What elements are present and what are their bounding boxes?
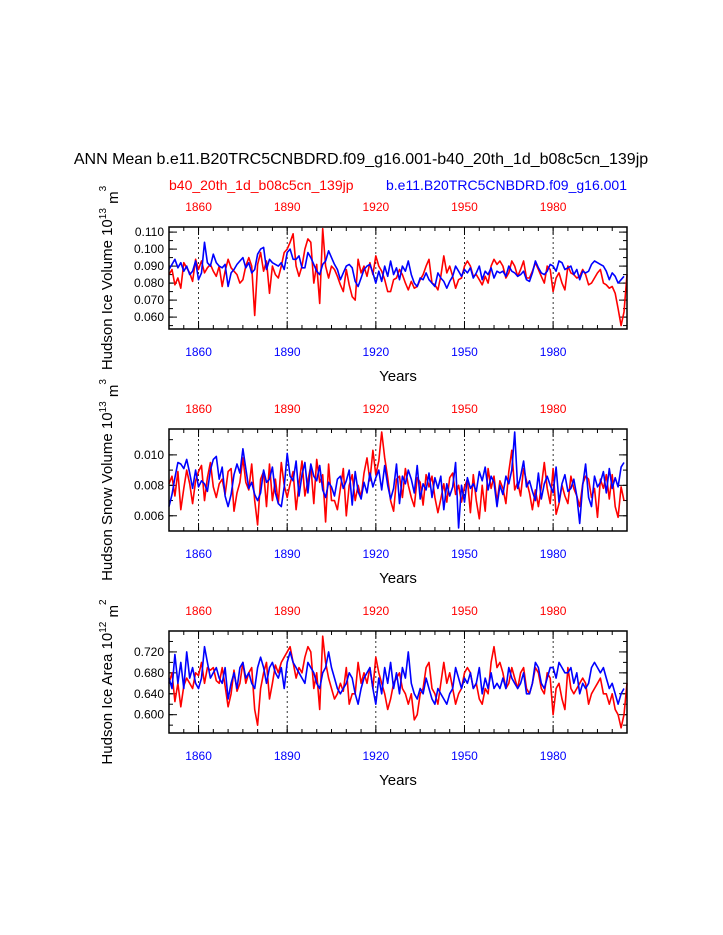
series-line-red bbox=[168, 635, 628, 729]
y-tick-label: 0.010 bbox=[134, 448, 164, 462]
y-axis-label-part: 3 bbox=[98, 185, 109, 191]
x-tick-label: 1980 bbox=[540, 749, 567, 763]
y-axis-label-part: m bbox=[105, 605, 122, 622]
x-tick-label: 1980 bbox=[540, 547, 567, 561]
series-line-red bbox=[168, 431, 625, 526]
x-tick-label: 1890 bbox=[274, 749, 301, 763]
x-tick-label: 1860 bbox=[185, 345, 212, 359]
series-line-red bbox=[168, 227, 628, 327]
y-tick-label: 0.600 bbox=[134, 708, 164, 722]
x-tick-label: 1890 bbox=[274, 547, 301, 561]
y-tick-label: 0.070 bbox=[134, 293, 164, 307]
y-tick-label: 0.680 bbox=[134, 666, 164, 680]
x-tick-label: 1950 bbox=[451, 749, 478, 763]
y-axis-label-part: Hudson Snow Volume 10 bbox=[99, 412, 116, 580]
x-tick-label-top: 1920 bbox=[362, 604, 389, 618]
x-tick-label: 1860 bbox=[185, 547, 212, 561]
x-tick-label: 1860 bbox=[185, 749, 212, 763]
panel-snow-volume: 1860 1860 1890 1890 1920 1920 1950 1950 1980 1980… bbox=[98, 379, 628, 587]
legend-red-label: b40_20th_1d_b08c5cn_139jp bbox=[169, 177, 354, 193]
y-axis-label-part: 12 bbox=[98, 621, 109, 633]
y-axis-label-part: 2 bbox=[98, 599, 109, 605]
x-tick-label: 1890 bbox=[274, 345, 301, 359]
x-tick-label-top: 1920 bbox=[362, 402, 389, 416]
y-tick-label: 0.008 bbox=[134, 478, 164, 492]
figure-title: ANN Mean b.e11.B20TRC5CNBDRD.f09_g16.001… bbox=[74, 151, 648, 168]
x-tick-label: 1920 bbox=[362, 547, 389, 561]
y-tick-label: 0.110 bbox=[135, 225, 164, 239]
panel-ice-volume: 1860 1860 1890 1890 1920 1920 1950 1950 1980 1980… bbox=[98, 185, 628, 385]
plot-frame bbox=[168, 226, 628, 330]
x-tick-label-top: 1950 bbox=[451, 200, 478, 214]
x-tick-label-top: 1860 bbox=[185, 402, 212, 416]
y-axis-label-part: m bbox=[105, 191, 122, 208]
x-tick-label: 1950 bbox=[451, 345, 478, 359]
y-axis-label: Hudson Snow Volume 1013 m3 bbox=[98, 379, 122, 581]
y-tick-label: 0.100 bbox=[134, 242, 164, 256]
x-tick-label-top: 1950 bbox=[451, 604, 478, 618]
x-axis-label: Years bbox=[379, 772, 417, 789]
y-tick-label: 0.720 bbox=[134, 645, 164, 659]
y-tick-label: 0.006 bbox=[134, 509, 164, 523]
legend-blue-label: b.e11.B20TRC5CNBDRD.f09_g16.001 bbox=[386, 177, 627, 193]
y-tick-label: 0.640 bbox=[134, 687, 164, 701]
series-line-blue bbox=[168, 645, 625, 706]
x-tick-label: 1920 bbox=[362, 345, 389, 359]
y-axis-label-part: 3 bbox=[98, 379, 109, 385]
plot-frame bbox=[168, 428, 628, 532]
x-tick-label: 1980 bbox=[540, 345, 567, 359]
x-tick-label-top: 1860 bbox=[185, 200, 212, 214]
x-tick-label-top: 1980 bbox=[540, 200, 567, 214]
x-tick-label-top: 1920 bbox=[362, 200, 389, 214]
panel-ice-area: 1860 1860 1890 1890 1920 1920 1950 1950 1980 1980… bbox=[98, 599, 628, 789]
y-axis-label: Hudson Ice Area 1012 m2 bbox=[98, 599, 122, 765]
series-line-blue bbox=[168, 431, 625, 529]
y-axis-label-part: m bbox=[105, 385, 122, 402]
x-tick-label-top: 1890 bbox=[274, 604, 301, 618]
x-tick-label-top: 1860 bbox=[185, 604, 212, 618]
y-axis-label: Hudson Ice Volume 1013 m3 bbox=[98, 185, 122, 370]
y-axis-label-part: 13 bbox=[98, 401, 109, 413]
y-axis-label-part: Hudson Ice Volume 10 bbox=[99, 219, 116, 370]
x-tick-label: 1920 bbox=[362, 749, 389, 763]
x-tick-label-top: 1980 bbox=[540, 402, 567, 416]
chart-panels: 1860 1860 1890 1890 1920 1920 1950 1950 1980 1980… bbox=[98, 185, 628, 789]
x-tick-label-top: 1980 bbox=[540, 604, 567, 618]
x-axis-label: Years bbox=[379, 368, 417, 385]
y-tick-label: 0.060 bbox=[134, 310, 164, 324]
y-axis-label-part: Hudson Ice Area 10 bbox=[99, 633, 116, 765]
x-tick-label-top: 1890 bbox=[274, 200, 301, 214]
y-tick-label: 0.080 bbox=[134, 276, 164, 290]
y-axis-label-part: 13 bbox=[98, 208, 109, 220]
y-tick-label: 0.090 bbox=[134, 259, 164, 273]
plot-frame bbox=[168, 630, 628, 734]
series-line-blue bbox=[168, 241, 625, 290]
x-tick-label-top: 1950 bbox=[451, 402, 478, 416]
x-tick-label: 1950 bbox=[451, 547, 478, 561]
x-axis-label: Years bbox=[379, 570, 417, 587]
x-tick-label-top: 1890 bbox=[274, 402, 301, 416]
